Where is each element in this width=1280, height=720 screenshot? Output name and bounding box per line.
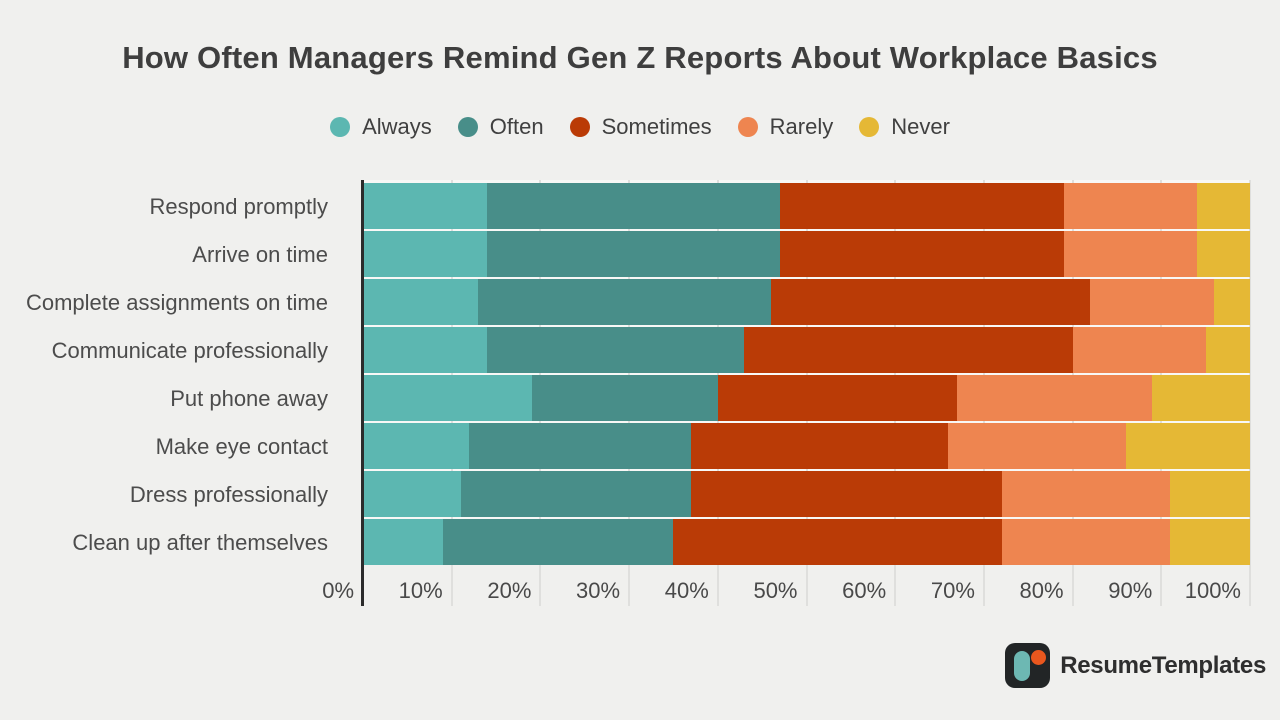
category-label: Arrive on time xyxy=(192,242,328,267)
legend-item-sometimes: Sometimes xyxy=(569,114,712,140)
bar-segment-always xyxy=(363,279,479,325)
bar-segment-never xyxy=(1196,231,1250,277)
bar-segment-sometimes xyxy=(691,423,949,469)
bar-row xyxy=(363,279,1250,325)
category-label: Clean up after themselves xyxy=(72,530,328,555)
bar-segment-sometimes xyxy=(779,183,1064,229)
bar-segment-sometimes xyxy=(691,471,1002,517)
legend-dot-sometimes xyxy=(569,117,590,137)
bar-segment-rarely xyxy=(1090,279,1215,325)
bar-segment-rarely xyxy=(1072,327,1206,373)
legend-item-always: Always xyxy=(330,114,432,140)
y-axis-line xyxy=(361,180,364,606)
bar-row xyxy=(363,471,1250,517)
bar-segment-always xyxy=(363,519,443,565)
bar-row xyxy=(363,231,1250,277)
bar-segment-often xyxy=(469,423,692,469)
category-label: Communicate professionally xyxy=(51,338,328,363)
bar-segment-rarely xyxy=(1063,183,1197,229)
bar-segment-always xyxy=(363,231,488,277)
bar-segment-rarely xyxy=(1001,519,1171,565)
bar-segment-sometimes xyxy=(771,279,1091,325)
category-label: Respond promptly xyxy=(149,194,328,219)
bar-row xyxy=(363,183,1250,229)
legend-label: Rarely xyxy=(769,114,834,139)
bar-segment-rarely xyxy=(957,375,1153,421)
x-tick-label: 40% xyxy=(664,578,709,603)
legend-dot-often xyxy=(457,117,478,137)
x-tick-label: 0% xyxy=(322,578,354,603)
bar-row xyxy=(363,375,1250,421)
bar-segment-never xyxy=(1205,327,1250,373)
legend-dot-never xyxy=(859,117,880,137)
legend-label: Often xyxy=(489,114,544,139)
bar-segment-always xyxy=(363,183,488,229)
resumetemplates-logo-icon xyxy=(1005,643,1051,688)
bar-segment-rarely xyxy=(948,423,1126,469)
x-tick-label: 90% xyxy=(1108,578,1153,603)
bar-segment-sometimes xyxy=(673,519,1002,565)
category-label: Complete assignments on time xyxy=(25,290,328,315)
bar-segment-often xyxy=(487,183,780,229)
bar-segment-rarely xyxy=(1063,231,1197,277)
logo-teal-bar xyxy=(1014,651,1031,681)
category-label: Make eye contact xyxy=(155,434,328,459)
chart-title: How Often Managers Remind Gen Z Reports … xyxy=(122,40,1158,75)
bar-row xyxy=(363,327,1250,373)
logo-orange-dot xyxy=(1031,650,1047,665)
bar-segment-never xyxy=(1170,519,1250,565)
x-tick-label: 30% xyxy=(576,578,621,603)
bar-segment-sometimes xyxy=(779,231,1064,277)
bar-segment-often xyxy=(487,231,780,277)
bar-segment-often xyxy=(478,279,771,325)
bar-segment-always xyxy=(363,327,488,373)
gridline-100 xyxy=(1249,180,1251,606)
bar-segment-never xyxy=(1170,471,1250,517)
bar-segment-never xyxy=(1125,423,1250,469)
category-label: Put phone away xyxy=(170,386,328,411)
bar-segment-always xyxy=(363,375,532,421)
bar-row xyxy=(363,423,1250,469)
legend-item-never: Never xyxy=(859,114,950,140)
bar-segment-always xyxy=(363,471,461,517)
legend-label: Always xyxy=(362,114,432,139)
stacked-bar-chart: Respond promptly Arrive on time Complete a… xyxy=(0,180,1280,620)
x-tick-label: 80% xyxy=(1019,578,1064,603)
brand-name: ResumeTemplates xyxy=(1060,651,1266,679)
bar-segment-never xyxy=(1214,279,1250,325)
legend-item-rarely: Rarely xyxy=(737,114,834,140)
bar-segment-never xyxy=(1152,375,1250,421)
legend-dot-always xyxy=(330,117,351,137)
legend-label: Never xyxy=(891,114,950,139)
bar-segment-often xyxy=(487,327,745,373)
x-tick-label: 50% xyxy=(753,578,798,603)
legend: Always Often Sometimes Rarely Never xyxy=(0,111,1280,143)
x-tick-label: 70% xyxy=(930,578,975,603)
legend-label: Sometimes xyxy=(601,114,712,139)
x-tick-label: 10% xyxy=(398,578,443,603)
bar-segment-never xyxy=(1196,183,1250,229)
bar-segment-sometimes xyxy=(744,327,1073,373)
bar-segment-always xyxy=(363,423,470,469)
x-tick-label: 60% xyxy=(842,578,887,603)
legend-item-often: Often xyxy=(457,114,544,140)
bar-segment-often xyxy=(460,471,692,517)
bar-segment-often xyxy=(531,375,718,421)
legend-dot-rarely xyxy=(737,117,758,137)
bar-segment-often xyxy=(442,519,674,565)
bar-row xyxy=(363,519,1250,565)
bar-segment-sometimes xyxy=(717,375,958,421)
category-label: Dress professionally xyxy=(129,482,328,507)
brand-footer: ResumeTemplates xyxy=(1005,643,1266,688)
x-tick-label: 20% xyxy=(487,578,532,603)
bar-segment-rarely xyxy=(1001,471,1171,517)
x-tick-label: 100% xyxy=(1184,578,1241,603)
